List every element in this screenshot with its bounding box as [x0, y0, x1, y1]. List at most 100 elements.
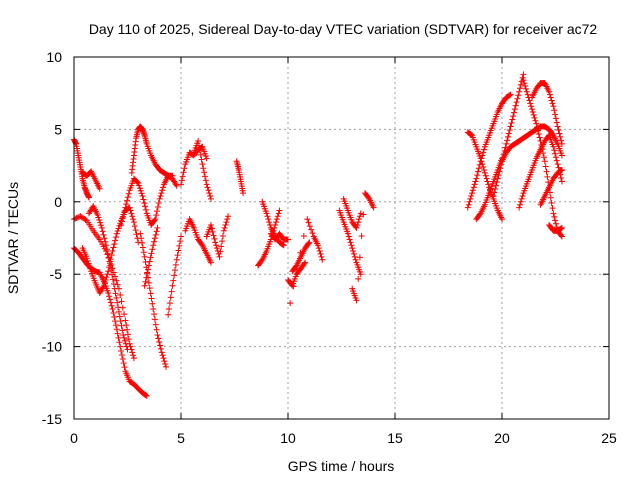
- data-point: [547, 94, 554, 101]
- data-point: [558, 232, 565, 239]
- data-point: [120, 211, 127, 218]
- data-point: [94, 211, 101, 218]
- data-points: [71, 71, 565, 399]
- data-point: [370, 204, 377, 211]
- data-point: [517, 198, 524, 205]
- data-point: [117, 318, 124, 325]
- data-point: [212, 239, 219, 246]
- data-point: [534, 127, 541, 134]
- data-point: [115, 225, 122, 232]
- data-point: [85, 260, 92, 267]
- data-point: [121, 334, 128, 341]
- data-point: [142, 206, 149, 213]
- data-point: [347, 239, 354, 246]
- data-point: [472, 178, 479, 185]
- series-track-14: [190, 137, 214, 202]
- data-point: [122, 317, 129, 324]
- series-track-30: [499, 123, 565, 165]
- data-point: [99, 228, 106, 235]
- data-point: [101, 279, 108, 286]
- data-point: [166, 305, 173, 312]
- data-point: [201, 173, 208, 180]
- data-point: [308, 226, 315, 233]
- data-point: [181, 165, 188, 172]
- series-track-10: [141, 224, 161, 289]
- data-point: [115, 334, 122, 341]
- data-point: [153, 212, 160, 219]
- series-track-15: [203, 213, 232, 260]
- data-point: [517, 81, 524, 88]
- data-point: [170, 277, 177, 284]
- data-point: [213, 242, 220, 249]
- data-point: [152, 216, 159, 223]
- data-point: [118, 218, 125, 225]
- data-point: [96, 217, 103, 224]
- data-point: [199, 161, 206, 168]
- data-point: [97, 222, 104, 229]
- data-point: [304, 216, 311, 223]
- data-point: [73, 215, 80, 222]
- data-point: [130, 352, 137, 359]
- data-point: [207, 193, 214, 200]
- data-point: [141, 253, 148, 260]
- data-point: [154, 332, 161, 339]
- data-point: [102, 238, 109, 245]
- data-point: [139, 244, 146, 251]
- data-point: [496, 168, 503, 175]
- data-point: [539, 146, 546, 153]
- data-point: [493, 182, 500, 189]
- data-point: [117, 292, 124, 299]
- data-point: [510, 109, 517, 116]
- y-axis-label: SDTVAR / TECUs: [5, 182, 21, 294]
- data-point: [171, 272, 178, 279]
- data-point: [280, 242, 287, 249]
- data-point: [522, 82, 529, 89]
- data-point: [162, 360, 169, 367]
- data-point: [542, 163, 549, 170]
- data-point: [151, 217, 158, 224]
- series-track-07: [118, 172, 180, 228]
- data-point: [357, 210, 364, 217]
- data-point: [210, 232, 217, 239]
- series-track-08: [128, 123, 176, 179]
- data-point: [527, 100, 534, 107]
- data-point: [136, 185, 143, 192]
- data-point: [356, 213, 363, 220]
- data-point: [172, 181, 179, 188]
- data-point: [122, 204, 129, 211]
- data-point: [222, 221, 229, 228]
- series-track-04: [79, 204, 142, 297]
- data-point: [137, 187, 144, 194]
- data-point: [120, 332, 127, 339]
- data-point: [106, 258, 113, 265]
- data-point: [494, 175, 501, 182]
- data-point: [140, 249, 147, 256]
- data-point: [546, 88, 553, 95]
- data-point: [317, 250, 324, 257]
- data-point: [558, 225, 565, 232]
- data-point: [302, 259, 309, 266]
- data-point: [123, 343, 130, 350]
- data-point: [111, 285, 118, 292]
- data-point: [357, 271, 364, 278]
- data-point: [147, 290, 154, 297]
- data-point: [113, 326, 120, 333]
- data-point: [513, 99, 520, 106]
- x-tick-label: 20: [494, 430, 510, 446]
- data-point: [112, 237, 119, 244]
- data-point: [484, 178, 491, 185]
- data-point: [352, 256, 359, 263]
- data-point: [119, 304, 126, 311]
- data-point: [203, 155, 210, 162]
- data-point: [354, 221, 361, 228]
- data-point: [144, 270, 151, 277]
- series-track-19: [267, 230, 291, 243]
- data-point: [165, 311, 172, 318]
- data-point: [528, 106, 535, 113]
- data-point: [112, 290, 119, 297]
- data-point: [100, 282, 107, 289]
- data-point: [139, 193, 146, 200]
- data-point: [129, 349, 136, 356]
- data-point: [490, 193, 497, 200]
- data-point: [98, 224, 105, 231]
